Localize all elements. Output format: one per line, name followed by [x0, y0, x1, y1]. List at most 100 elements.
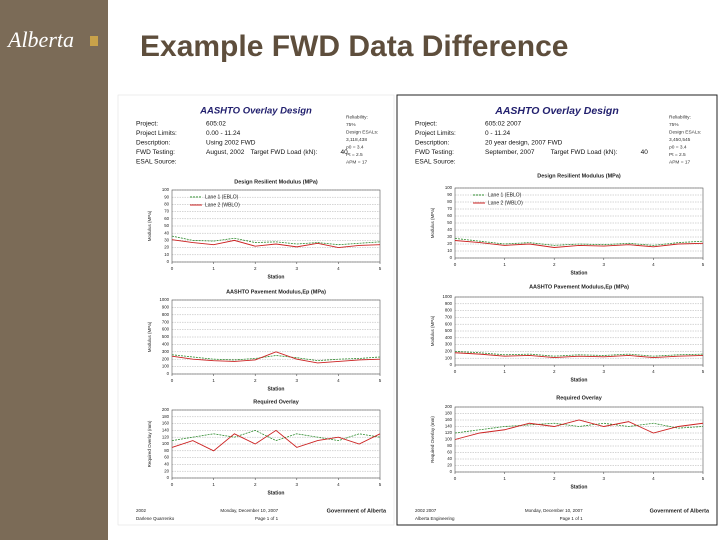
field-label: Description: — [415, 140, 450, 147]
footer-text: Alberta Engineering — [415, 516, 455, 521]
parameter: Pt = 2.5 — [346, 152, 363, 158]
y-tick-label: 0 — [167, 259, 170, 264]
y-tick-label: 900 — [162, 305, 170, 310]
y-tick-label: 100 — [162, 441, 170, 446]
y-tick-label: 90 — [447, 192, 452, 197]
x-tick-label: 4 — [337, 378, 340, 383]
y-tick-label: 40 — [447, 227, 452, 232]
report-page — [396, 94, 718, 526]
field-value: 605:02 2007 — [485, 121, 522, 128]
y-tick-label: 1000 — [442, 294, 452, 299]
field-label: ESAL Source: — [415, 159, 456, 166]
report-page — [117, 94, 395, 526]
report-title: AASHTO Overlay Design — [199, 106, 312, 117]
parameter: APM = 17 — [346, 159, 368, 165]
parameter: 75% — [669, 122, 679, 128]
x-tick-label: 5 — [379, 482, 382, 487]
target-label: Target FWD Load (kN): — [250, 149, 317, 156]
chart-title: AASHTO Pavement Modulus,Ep (MPa) — [529, 284, 629, 290]
footer-text: 2002 — [136, 508, 147, 513]
series-line — [454, 419, 704, 440]
field-value: 605:02 — [206, 121, 226, 128]
x-tick-label: 5 — [379, 378, 382, 383]
y-tick-label: 900 — [445, 301, 453, 306]
x-tick-label: 1 — [503, 476, 506, 481]
plot-frame — [171, 299, 381, 375]
legend-label: Lane 2 (WBLO) — [205, 202, 240, 208]
chart-title: Required Overlay — [253, 399, 299, 405]
field-value: 20 year design, 2007 FWD — [485, 140, 563, 147]
y-tick-label: 90 — [164, 194, 169, 199]
parameter: Reliability: — [346, 114, 368, 120]
y-tick-label: 160 — [162, 421, 170, 426]
x-tick-label: 0 — [171, 266, 174, 271]
y-tick-label: 500 — [162, 334, 170, 339]
parameter: ρ0 = 3.4 — [346, 144, 364, 150]
chart-title: Design Resilient Modulus (MPa) — [537, 173, 621, 179]
y-tick-label: 80 — [164, 202, 169, 207]
y-tick-label: 80 — [447, 443, 452, 448]
y-tick-label: 1000 — [159, 297, 169, 302]
footer-text: Darlene Quarrenko — [136, 516, 175, 521]
x-tick-label: 3 — [603, 262, 606, 267]
y-tick-label: 60 — [164, 455, 169, 460]
parameter: 3,118,438 — [346, 137, 367, 143]
target-value: 40 — [340, 149, 348, 156]
legend-label: Lane 1 (EBLO) — [205, 194, 239, 200]
x-axis-label: Station — [268, 490, 285, 496]
y-tick-label: 30 — [164, 238, 169, 243]
y-axis-label: Modulus (MPa) — [147, 210, 152, 241]
y-tick-label: 100 — [445, 185, 453, 190]
y-tick-label: 200 — [162, 356, 170, 361]
y-tick-label: 200 — [445, 404, 453, 409]
footer-text: Page 1 of 1 — [560, 516, 584, 521]
series-line — [171, 235, 381, 246]
x-tick-label: 5 — [702, 369, 705, 374]
y-tick-label: 0 — [450, 362, 453, 367]
field-label: FWD Testing: — [415, 149, 454, 156]
chart-title: AASHTO Pavement Modulus,Ep (MPa) — [226, 289, 326, 295]
y-tick-label: 40 — [447, 456, 452, 461]
x-tick-label: 1 — [212, 378, 215, 383]
field-label: FWD Testing: — [136, 149, 175, 156]
series-line — [454, 422, 704, 434]
y-tick-label: 800 — [445, 308, 453, 313]
y-tick-label: 200 — [445, 349, 453, 354]
report-title: AASHTO Overlay Design — [494, 105, 619, 117]
x-axis-label: Station — [268, 274, 285, 280]
x-tick-label: 1 — [212, 266, 215, 271]
x-tick-label: 4 — [337, 266, 340, 271]
y-tick-label: 800 — [162, 312, 170, 317]
field-value: Using 2002 FWD — [206, 140, 256, 147]
x-tick-label: 0 — [454, 476, 457, 481]
x-tick-label: 3 — [603, 476, 606, 481]
x-tick-label: 2 — [254, 266, 257, 271]
plot-frame — [454, 296, 704, 366]
y-tick-label: 120 — [445, 430, 453, 435]
x-tick-label: 3 — [296, 266, 299, 271]
footer-text: Page 1 of 1 — [255, 516, 279, 521]
y-tick-label: 0 — [167, 475, 170, 480]
y-tick-label: 100 — [162, 187, 170, 192]
series-line — [454, 238, 704, 246]
y-tick-label: 50 — [447, 220, 452, 225]
y-tick-label: 40 — [164, 462, 169, 467]
y-tick-label: 60 — [447, 450, 452, 455]
y-tick-label: 700 — [162, 319, 170, 324]
field-value: 0 - 11.24 — [485, 130, 511, 137]
y-tick-label: 700 — [445, 315, 453, 320]
field-value: 0.00 - 11.24 — [206, 130, 241, 137]
y-tick-label: 0 — [450, 469, 453, 474]
y-tick-label: 160 — [445, 417, 453, 422]
y-tick-label: 40 — [164, 230, 169, 235]
field-label: Project Limits: — [415, 130, 456, 137]
y-tick-label: 80 — [164, 448, 169, 453]
x-tick-label: 2 — [553, 369, 556, 374]
field-value: September, 2007 — [485, 149, 535, 156]
footer-text: Monday, December 10, 2007 — [525, 508, 583, 513]
parameter: ρ0 = 3.4 — [669, 144, 687, 150]
x-tick-label: 0 — [454, 262, 457, 267]
y-tick-label: 140 — [162, 428, 170, 433]
y-tick-label: 10 — [447, 248, 452, 253]
x-tick-label: 1 — [503, 262, 506, 267]
